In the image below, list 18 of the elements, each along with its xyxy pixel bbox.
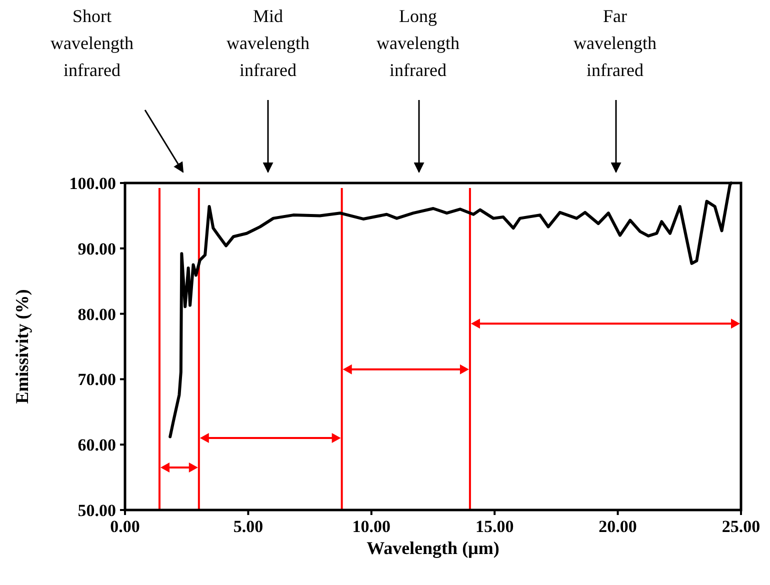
- x-tick-label: 20.00: [598, 517, 637, 536]
- y-tick-label: 80.00: [78, 304, 116, 324]
- text: Long wavelength infrared: [376, 6, 460, 80]
- x-tick-label: 5.00: [233, 517, 264, 536]
- y-tick-label: 50.00: [78, 501, 116, 520]
- text: Far wavelength infrared: [574, 6, 656, 80]
- x-axis-title: Wavelength (µm): [366, 538, 500, 558]
- y-tick-label: 60.00: [78, 436, 116, 455]
- text: Mid wavelength infrared: [226, 6, 310, 80]
- x-tick-label: 10.00: [352, 517, 391, 536]
- y-tick-label: 70.00: [78, 370, 116, 390]
- text: Short wavelength infrared: [50, 6, 134, 80]
- y-tick-label: 100.00: [69, 174, 116, 193]
- y-axis-title: Emissivity (%): [12, 289, 32, 404]
- y-tick-label: 90.00: [78, 239, 116, 258]
- x-tick-label: 15.00: [475, 517, 514, 536]
- x-tick-label: 25.00: [722, 517, 760, 536]
- x-tick-label: 0.00: [110, 517, 140, 536]
